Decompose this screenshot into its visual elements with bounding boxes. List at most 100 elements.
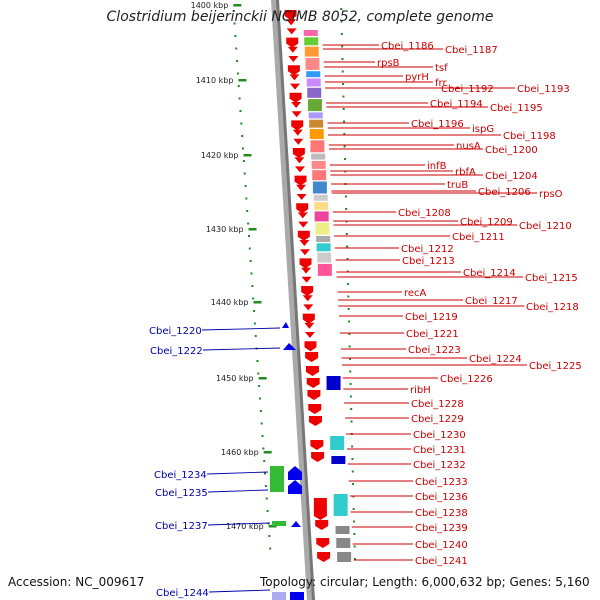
right-scale-dot: [340, 20, 343, 23]
cog-colored-gene: [316, 243, 331, 252]
gene-label: ribH: [410, 385, 431, 396]
forward-gene: [304, 332, 315, 338]
right-scale-dot: [345, 220, 348, 223]
cog-colored-gene: [316, 236, 331, 242]
map-title: Clostridium beijerinckii NCIMB 8052, com…: [106, 9, 494, 25]
cog-colored-gene: [309, 119, 324, 128]
cog-colored-gene: [308, 112, 323, 119]
gene-label: Cbei_1229: [411, 414, 464, 425]
scale-dot: [261, 435, 264, 437]
scale-dot: [243, 172, 246, 175]
right-scale-dot: [348, 345, 351, 348]
label-leader-line: [202, 347, 281, 351]
scale-label: 1430 kbp: [206, 225, 244, 234]
label-leader-line: [201, 327, 281, 331]
scale-dot: [241, 135, 244, 137]
forward-gene: [299, 240, 310, 246]
forward-gene: [289, 92, 302, 103]
scale-dot: [232, 10, 235, 12]
label-leader-line: [207, 522, 271, 526]
scale-dot: [265, 497, 268, 500]
right-scale-dot: [353, 520, 356, 523]
right-scale-dot: [346, 270, 349, 273]
gene-label: Cbei_1224: [469, 354, 522, 365]
right-scale-dot: [342, 108, 345, 110]
forward-gene: [290, 83, 301, 90]
cog-colored-gene: [311, 160, 326, 169]
right-scale-dot: [352, 483, 355, 485]
right-scale-dot: [343, 120, 346, 123]
gene-label: Cbei_1215: [525, 273, 578, 284]
scale-dot: [244, 185, 247, 187]
right-scale-dot: [341, 70, 344, 73]
gene-label: Cbei_1214: [463, 268, 516, 279]
right-scale-dot: [346, 258, 349, 260]
gene-label: rbfA: [455, 167, 476, 178]
forward-gene: [291, 120, 304, 131]
forward-gene: [302, 295, 313, 302]
right-scale-dot: [353, 558, 356, 560]
gene-label: Cbei_1200: [485, 145, 538, 156]
gene-label: Cbei_1213: [402, 256, 455, 267]
cog-colored-gene: [336, 538, 351, 548]
forward-gene: [306, 378, 320, 388]
scale-label: 1470 kbp: [226, 522, 264, 531]
forward-gene: [291, 111, 302, 118]
right-scale-dot: [348, 320, 351, 323]
gene-label: Cbei_1187: [445, 45, 498, 56]
right-scale-dot: [342, 95, 345, 98]
gene-label: Cbei_1238: [415, 508, 468, 519]
gene-label: Cbei_1239: [415, 523, 468, 534]
forward-gene: [310, 440, 324, 450]
gene-label: recA: [404, 288, 427, 299]
gene-label: Cbei_1196: [411, 119, 464, 130]
right-scale-dot: [349, 370, 352, 373]
right-scale-dot: [353, 545, 356, 548]
scale-dot: [239, 110, 242, 112]
right-scale-dot: [349, 383, 352, 385]
right-scale-dot: [349, 395, 352, 398]
forward-gene: [308, 404, 322, 414]
cog-colored-gene-track: [303, 30, 352, 562]
right-scale-dot: [350, 408, 353, 410]
forward-gene: [316, 538, 330, 548]
forward-gene: [305, 352, 319, 362]
right-scale-dot: [347, 283, 350, 285]
right-scale-dot: [341, 58, 344, 60]
cog-colored-gene: [305, 57, 320, 70]
forward-gene: [301, 286, 314, 296]
forward-gene: [294, 166, 305, 173]
right-scale-dot: [346, 245, 349, 248]
gene-label: Cbei_1193: [517, 84, 570, 95]
scale-dot: [233, 22, 236, 25]
cog-colored-gene: [330, 436, 345, 450]
forward-gene: [313, 498, 327, 520]
backbone: [271, 0, 315, 600]
gene-label: Cbei_1219: [405, 312, 458, 323]
scale-dot: [258, 397, 261, 400]
scale-dot: [238, 97, 241, 100]
gene-label: Cbei_1220: [149, 326, 202, 337]
right-scale-dot: [351, 445, 354, 448]
gene-label: Cbei_1198: [503, 131, 556, 142]
right-scale-dot: [345, 233, 348, 235]
right-scale-dot: [352, 508, 355, 510]
gene-label: frr: [435, 78, 447, 89]
gene-label: Cbei_1212: [401, 244, 454, 255]
reverse-gene-track: [270, 322, 304, 600]
cog-colored-gene: [310, 140, 325, 153]
right-scale-dot: [340, 33, 343, 35]
scale-dot: [247, 222, 250, 225]
scale-dot: [268, 535, 271, 537]
gene-label: Cbei_1195: [490, 103, 543, 114]
gene-label: rpsB: [377, 58, 400, 69]
forward-gene: [297, 212, 308, 219]
right-scale-dot: [340, 8, 343, 10]
forward-gene: [311, 452, 325, 462]
scale-dot: [236, 60, 239, 62]
right-scale-dot: [351, 458, 354, 460]
right-scale-dot: [342, 83, 345, 85]
reverse-gene: [291, 521, 301, 527]
right-scale-dot: [345, 208, 348, 210]
